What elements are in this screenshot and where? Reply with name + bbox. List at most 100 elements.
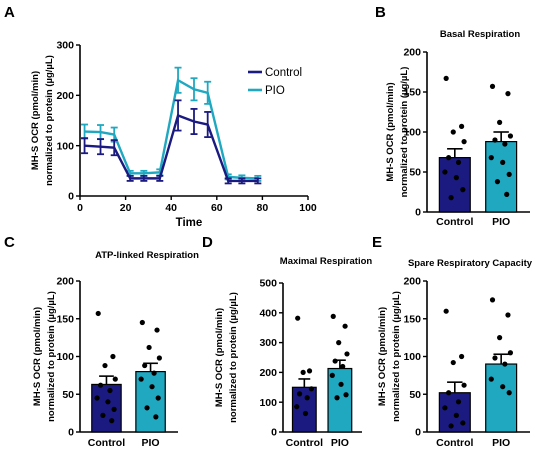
y-tick-label: 100 (403, 351, 421, 363)
y-axis-label: normalized to protein (µg/µL) (228, 292, 239, 423)
data-point (497, 335, 503, 341)
data-point (488, 155, 494, 161)
data-point (460, 187, 466, 193)
y-tick-label: 200 (259, 367, 277, 379)
y-tick-label: 150 (403, 87, 421, 99)
panel-letter: B (375, 4, 386, 21)
data-point (146, 344, 152, 351)
data-point (450, 129, 456, 135)
data-point (151, 370, 157, 376)
x-tick-label: 20 (120, 202, 132, 214)
data-point (492, 137, 498, 143)
data-point (138, 376, 144, 382)
data-point (340, 363, 346, 370)
bar-control (91, 383, 122, 433)
data-point (489, 83, 496, 89)
data-point (446, 155, 452, 161)
data-point (505, 312, 511, 318)
y-axis-label: MH-S OCR (pmol/min) (377, 307, 388, 406)
y-axis-label: normalized to protein (µg/µL) (399, 67, 410, 198)
data-point (330, 313, 336, 319)
data-point (461, 139, 467, 145)
y-tick-label: 100 (403, 127, 421, 139)
bar-control (438, 392, 471, 433)
series-line-control (84, 113, 258, 183)
y-tick-label: 0 (415, 427, 421, 439)
panel-letter: E (372, 234, 382, 251)
category-label: PIO (492, 216, 510, 228)
data-point (107, 387, 113, 394)
x-tick-label: 80 (257, 202, 269, 214)
y-tick-label: 50 (409, 167, 421, 179)
x-axis-label: Time (176, 217, 203, 229)
data-point (461, 382, 467, 388)
panel-b: B Basal Respiration 0 50 100 150 200 MH-S OCR (… (375, 4, 530, 228)
y-tick-label: 50 (62, 389, 74, 401)
category-label: Control (436, 437, 473, 449)
data-point (294, 404, 300, 410)
data-point (343, 392, 349, 398)
data-point (489, 297, 496, 303)
x-tick-label: 100 (299, 202, 317, 214)
panel-d: D Maximal Respiration 0 100 200 300 400 500 MH-S… (202, 234, 372, 449)
data-point (500, 159, 506, 165)
category-label: PIO (492, 437, 510, 449)
data-point (488, 376, 494, 382)
data-point (153, 414, 159, 420)
bar-pio (485, 363, 518, 433)
category-label: PIO (331, 437, 349, 449)
data-point (448, 423, 454, 429)
bar-pio (327, 367, 353, 433)
data-point (453, 412, 459, 418)
data-point (494, 179, 501, 185)
data-point (453, 175, 459, 181)
bar-control (438, 157, 471, 213)
data-point (111, 406, 117, 412)
data-point (149, 384, 155, 390)
y-tick-label: 50 (409, 389, 421, 401)
data-point (296, 391, 303, 397)
data-point (446, 390, 452, 396)
data-point (507, 133, 514, 139)
data-point (155, 395, 161, 401)
legend-label: PIO (265, 85, 285, 97)
y-tick-label: 200 (403, 47, 421, 59)
data-point (505, 91, 511, 97)
x-tick-label: 0 (77, 202, 83, 214)
panel-title: Spare Respiratory Capacity (408, 258, 533, 269)
data-point (442, 405, 448, 411)
y-axis-label: normalized to protein (µg/µL) (44, 55, 55, 186)
data-point (455, 399, 462, 405)
y-tick-label: 200 (403, 276, 421, 288)
y-tick-label: 150 (56, 313, 74, 325)
data-point (154, 327, 160, 333)
data-point (336, 340, 342, 346)
data-point (329, 372, 335, 378)
y-tick-label: 300 (56, 40, 74, 52)
data-point (460, 420, 466, 426)
legend-label: Control (265, 67, 302, 79)
y-tick-label: 100 (56, 140, 74, 152)
category-label: PIO (142, 437, 160, 449)
data-point (455, 159, 462, 165)
data-point (506, 390, 512, 396)
data-point (504, 191, 510, 197)
data-point (459, 353, 465, 360)
category-label: Control (88, 437, 125, 449)
x-tick-label: 60 (211, 202, 223, 214)
data-point (306, 368, 313, 374)
y-tick-label: 0 (271, 427, 277, 439)
data-point (497, 119, 503, 125)
data-point (500, 384, 506, 390)
data-point (142, 362, 148, 369)
y-axis-label: MH-S OCR (pmol/min) (214, 308, 225, 407)
data-point (492, 355, 498, 361)
y-axis-label: normalized to protein (µg/µL) (391, 291, 402, 422)
data-point (459, 123, 465, 129)
data-point (338, 381, 344, 387)
panel-title: Maximal Respiration (280, 256, 373, 267)
y-axis-label: normalized to protein (µg/µL) (46, 291, 57, 422)
